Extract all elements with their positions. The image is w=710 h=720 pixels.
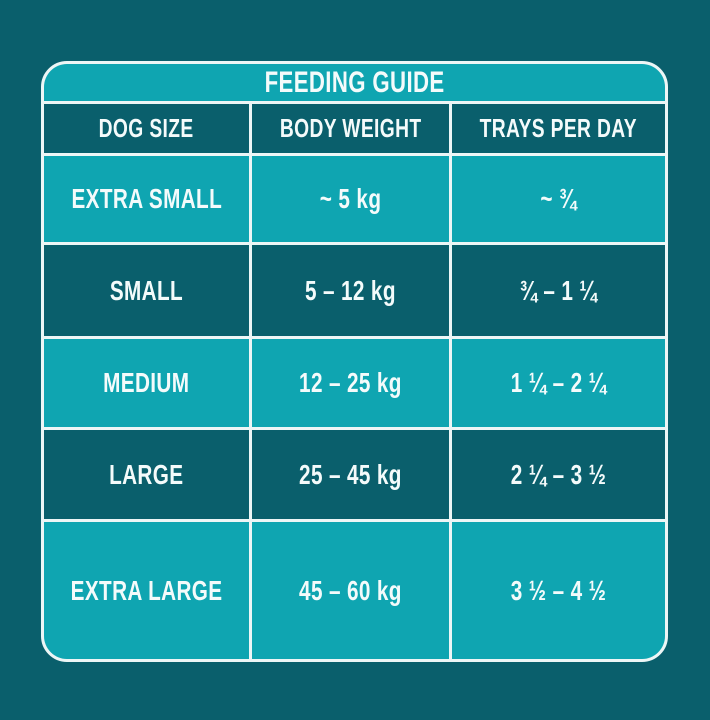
- body-weight-value: 25 – 45 kg: [299, 458, 403, 490]
- column-header-label: TRAYS PER DAY: [479, 113, 638, 143]
- table-title-band: FEEDING GUIDE: [44, 64, 665, 101]
- table-cell-size-medium: MEDIUM: [44, 339, 250, 427]
- table-cell-size-large: LARGE: [44, 430, 250, 519]
- dog-size-value: SMALL: [109, 274, 184, 306]
- dog-size-value: EXTRA LARGE: [70, 574, 223, 606]
- column-header-trays-per-day: TRAYS PER DAY: [452, 104, 665, 153]
- trays-per-day-value: 2 ¼ – 3 ½: [510, 458, 607, 490]
- table-cell-weight-medium: 12 – 25 kg: [252, 339, 450, 427]
- dog-size-value: LARGE: [109, 458, 184, 490]
- table-cell-weight-extra-large: 45 – 60 kg: [252, 522, 450, 659]
- trays-per-day-value: 3 ½ – 4 ½: [510, 574, 607, 606]
- trays-per-day-value: ¾ – 1 ¼: [519, 274, 598, 306]
- table-cell-trays-extra-large: 3 ½ – 4 ½: [452, 522, 665, 659]
- column-header-dog-size: DOG SIZE: [44, 104, 250, 153]
- body-weight-value: 45 – 60 kg: [299, 574, 403, 606]
- body-weight-value: 5 – 12 kg: [305, 274, 397, 306]
- dog-size-value: MEDIUM: [103, 367, 190, 398]
- table-cell-weight-small: 5 – 12 kg: [252, 245, 450, 336]
- feeding-guide-table: FEEDING GUIDE DOG SIZE BODY WEIGHT TRAYS…: [41, 61, 668, 662]
- column-header-label: BODY WEIGHT: [279, 113, 422, 143]
- table-cell-trays-small: ¾ – 1 ¼: [452, 245, 665, 336]
- trays-per-day-value: ~ ¾: [540, 183, 577, 214]
- table-cell-weight-extra-small: ~ 5 kg: [252, 156, 450, 242]
- table-cell-trays-large: 2 ¼ – 3 ½: [452, 430, 665, 519]
- table-cell-size-extra-small: EXTRA SMALL: [44, 156, 250, 242]
- column-header-body-weight: BODY WEIGHT: [252, 104, 450, 153]
- table-cell-trays-medium: 1 ¼ – 2 ¼: [452, 339, 665, 427]
- body-weight-value: 12 – 25 kg: [299, 367, 403, 398]
- table-cell-size-small: SMALL: [44, 245, 250, 336]
- table-cell-weight-large: 25 – 45 kg: [252, 430, 450, 519]
- table-cell-trays-extra-small: ~ ¾: [452, 156, 665, 242]
- trays-per-day-value: 1 ¼ – 2 ¼: [510, 367, 607, 398]
- table-cell-size-extra-large: EXTRA LARGE: [44, 522, 250, 659]
- body-weight-value: ~ 5 kg: [319, 183, 382, 214]
- column-header-label: DOG SIZE: [99, 113, 195, 143]
- dog-size-value: EXTRA SMALL: [71, 183, 222, 214]
- table-title: FEEDING GUIDE: [264, 65, 445, 99]
